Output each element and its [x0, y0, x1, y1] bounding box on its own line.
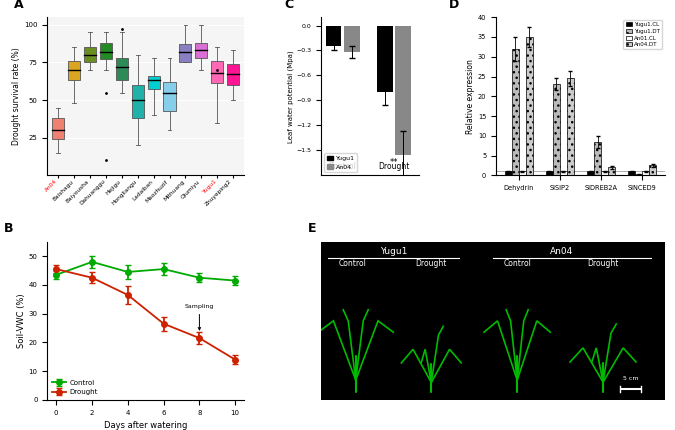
Legend: Yugu1.CL, Yugu1.DT, An01.CL, An04.DT: Yugu1.CL, Yugu1.DT, An01.CL, An04.DT: [624, 20, 662, 49]
Bar: [132, 85, 144, 118]
Text: C: C: [284, 0, 294, 11]
Bar: [326, 25, 342, 46]
Bar: [628, 172, 635, 175]
Y-axis label: Relative expression: Relative expression: [466, 59, 475, 134]
Bar: [642, 172, 649, 175]
Y-axis label: Leaf water potential (Mpa): Leaf water potential (Mpa): [288, 50, 294, 143]
Text: Drought: Drought: [587, 259, 619, 268]
Bar: [100, 43, 112, 59]
Text: Control: Control: [338, 259, 367, 268]
Bar: [546, 172, 553, 175]
Text: Drought: Drought: [416, 259, 447, 268]
Bar: [227, 64, 239, 85]
Bar: [567, 79, 574, 175]
Text: An04: An04: [550, 246, 574, 255]
Bar: [84, 47, 96, 62]
Text: Control: Control: [329, 162, 357, 171]
Bar: [608, 167, 615, 175]
Bar: [518, 172, 526, 175]
Bar: [68, 61, 80, 80]
Bar: [635, 174, 642, 175]
Bar: [180, 44, 192, 62]
Bar: [505, 172, 512, 175]
Text: **: **: [389, 158, 398, 167]
Bar: [601, 172, 608, 175]
Bar: [560, 172, 567, 175]
Bar: [377, 25, 393, 92]
Bar: [526, 37, 533, 175]
Legend: Yugu1, An04: Yugu1, An04: [325, 154, 357, 172]
Text: Control: Control: [504, 259, 531, 268]
Bar: [211, 61, 223, 83]
Text: Yugu1: Yugu1: [380, 246, 407, 255]
X-axis label: Days after watering: Days after watering: [104, 421, 188, 430]
Text: 5 cm: 5 cm: [623, 376, 639, 381]
Y-axis label: Drought survival rate (%): Drought survival rate (%): [12, 47, 21, 145]
Bar: [344, 25, 360, 52]
Bar: [163, 82, 176, 111]
Text: E: E: [308, 222, 316, 235]
Bar: [594, 142, 601, 175]
Bar: [587, 172, 594, 175]
Bar: [116, 58, 128, 80]
Bar: [512, 49, 518, 175]
Y-axis label: Soil-VWC (%): Soil-VWC (%): [17, 294, 26, 348]
Bar: [649, 166, 656, 175]
Bar: [195, 43, 207, 58]
Text: B: B: [4, 222, 14, 235]
Bar: [396, 25, 411, 154]
Legend: Control, Drought: Control, Drought: [51, 378, 99, 396]
Bar: [148, 76, 160, 89]
Text: Sampling: Sampling: [185, 304, 214, 330]
Text: Drought: Drought: [378, 162, 410, 171]
Text: A: A: [14, 0, 24, 11]
Bar: [53, 118, 64, 139]
Bar: [553, 84, 560, 175]
Text: D: D: [449, 0, 459, 11]
